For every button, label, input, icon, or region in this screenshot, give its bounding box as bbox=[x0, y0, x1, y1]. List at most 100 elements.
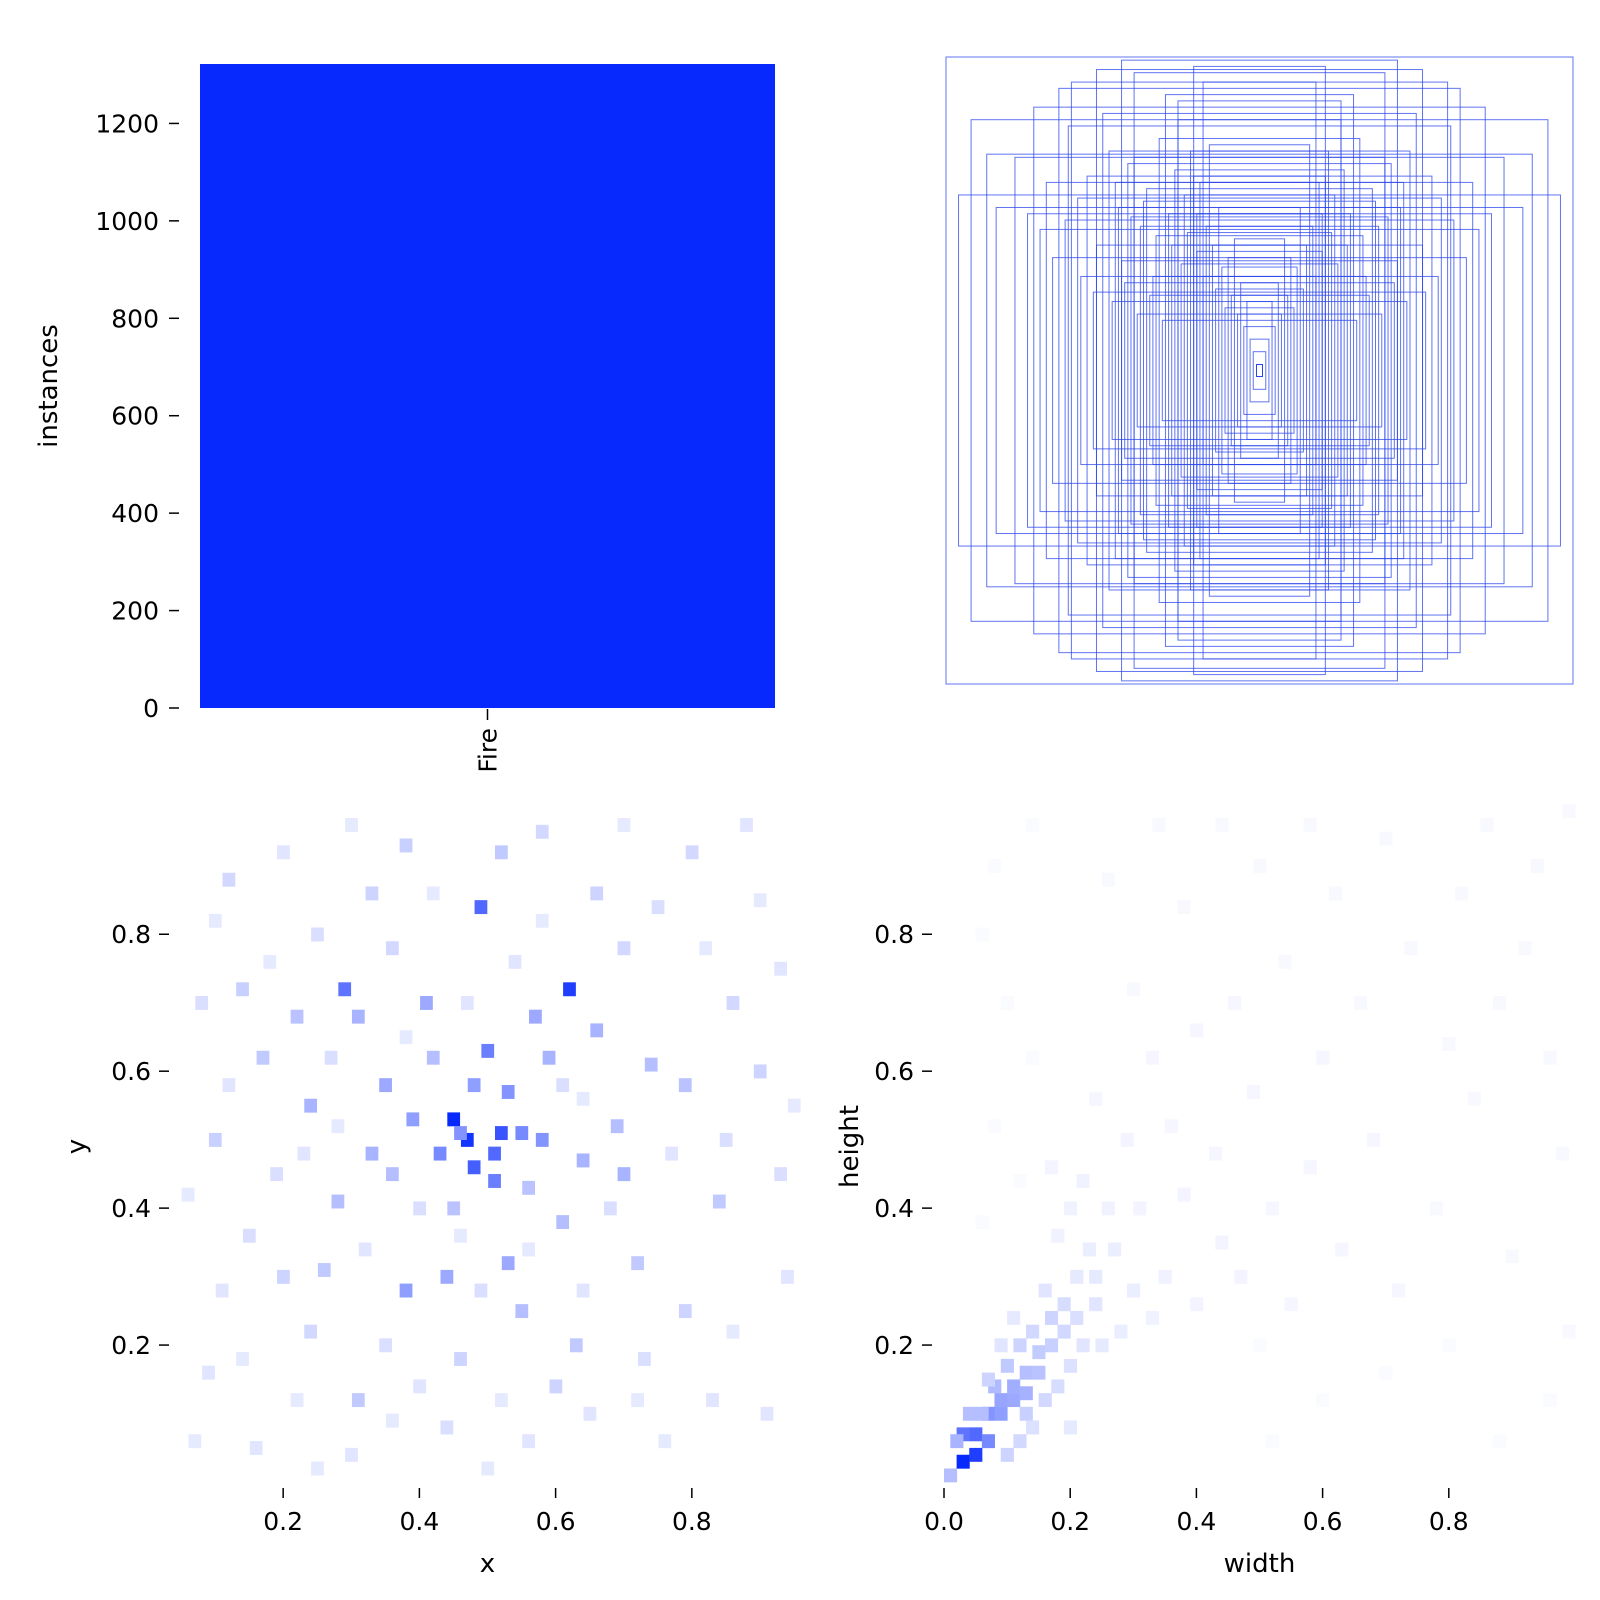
heatmap-cell bbox=[1492, 1434, 1507, 1449]
x-tick-label: 0.8 bbox=[1429, 1507, 1469, 1536]
y-tick-label: 400 bbox=[111, 499, 159, 528]
heatmap-cell bbox=[617, 941, 631, 956]
heatmap-cell bbox=[345, 817, 358, 832]
heatmap-cell bbox=[1120, 1132, 1134, 1147]
heatmap-cell bbox=[249, 1441, 263, 1455]
heatmap-cell bbox=[1303, 817, 1317, 832]
heatmap-cell bbox=[386, 1167, 399, 1182]
heatmap-cell bbox=[488, 1146, 501, 1161]
heatmap-cell bbox=[522, 1180, 535, 1195]
heatmap-cell bbox=[501, 1085, 515, 1099]
heatmap-cell bbox=[760, 1406, 774, 1421]
heatmap-cell bbox=[576, 1283, 590, 1298]
heatmap-cell bbox=[1019, 1365, 1033, 1380]
y-axis-label: height bbox=[835, 1105, 865, 1188]
heatmap-cell bbox=[1455, 886, 1469, 901]
box-outline bbox=[1033, 106, 1486, 635]
heatmap-cell bbox=[290, 1009, 304, 1024]
x-axis-label: width bbox=[1224, 1549, 1296, 1579]
heatmap-cell bbox=[481, 1461, 495, 1476]
heatmap-cell bbox=[1354, 996, 1368, 1010]
heatmap-cell bbox=[1133, 1201, 1147, 1216]
heatmap-cell bbox=[1145, 1310, 1160, 1325]
heatmap-cell bbox=[208, 913, 222, 928]
heatmap-cell bbox=[386, 941, 399, 956]
heatmap-cell bbox=[1026, 817, 1040, 832]
heatmap-cell bbox=[351, 1009, 365, 1024]
heatmap-cell bbox=[1145, 1050, 1160, 1065]
box-outline bbox=[1077, 197, 1442, 544]
heatmap-cell bbox=[1158, 1269, 1172, 1284]
heatmap-cell bbox=[1316, 1393, 1330, 1408]
heatmap-cell bbox=[956, 1454, 970, 1469]
box-outline bbox=[1186, 232, 1333, 509]
heatmap-cell bbox=[1556, 1146, 1570, 1161]
heatmap-cell bbox=[1562, 804, 1576, 819]
heatmap-cell bbox=[1404, 941, 1418, 956]
heatmap-cell bbox=[1000, 1447, 1014, 1462]
heatmap-cell bbox=[1392, 1283, 1406, 1298]
y-axis-label: instances bbox=[34, 324, 64, 448]
heatmap-cell bbox=[1108, 1242, 1122, 1257]
heatmap-cell bbox=[454, 1352, 467, 1366]
box-outline bbox=[1233, 238, 1286, 503]
heatmap-cell bbox=[1234, 1269, 1248, 1284]
heatmap-cell bbox=[522, 1434, 535, 1449]
heatmap-cell bbox=[994, 1393, 1008, 1408]
heatmap-cell bbox=[1505, 1249, 1519, 1264]
box-outline bbox=[986, 153, 1533, 588]
heatmap-cell bbox=[297, 1146, 311, 1161]
heatmap-cell bbox=[454, 1228, 467, 1243]
heatmap-cell bbox=[481, 1043, 495, 1058]
box-outline bbox=[970, 119, 1549, 622]
heatmap-cell bbox=[304, 1324, 318, 1339]
heatmap-cell bbox=[222, 872, 236, 887]
y-axis-label: y bbox=[62, 1139, 92, 1154]
heatmap-cell bbox=[236, 1352, 249, 1366]
heatmap-cell bbox=[1038, 1283, 1052, 1298]
heatmap-cell bbox=[331, 1194, 345, 1209]
heatmap-cell bbox=[1114, 1324, 1128, 1339]
box-outline bbox=[1158, 138, 1361, 603]
heatmap-cell bbox=[467, 1160, 481, 1175]
x-tick-label: Fire bbox=[474, 728, 503, 773]
heatmap-cell bbox=[1442, 1037, 1456, 1052]
heatmap-cell bbox=[1126, 982, 1141, 997]
heatmap-cell bbox=[1530, 859, 1544, 873]
heatmap-cell bbox=[576, 1091, 590, 1106]
heatmap-cell bbox=[1013, 1338, 1027, 1353]
y-tick-label: 0.8 bbox=[874, 920, 914, 949]
heatmap-cell bbox=[1063, 1201, 1078, 1216]
heatmap-cell bbox=[440, 1420, 454, 1435]
heatmap-cell bbox=[1379, 1365, 1393, 1380]
box-outline bbox=[1127, 163, 1392, 578]
heatmap-cell bbox=[1190, 1297, 1204, 1312]
heatmap-cell bbox=[1278, 954, 1292, 969]
heatmap-cell bbox=[975, 1406, 989, 1421]
heatmap-cell bbox=[651, 900, 665, 915]
heatmap-cell bbox=[494, 1393, 508, 1408]
heatmap-cell bbox=[631, 1256, 644, 1271]
heatmap-cell bbox=[1019, 1406, 1033, 1421]
x-tick-label: 0.8 bbox=[672, 1507, 712, 1536]
heatmap-cell bbox=[774, 961, 788, 976]
heatmap-cell bbox=[1013, 1174, 1027, 1188]
heatmap-cell bbox=[1480, 817, 1494, 832]
heatmap-cell bbox=[379, 1338, 392, 1353]
heatmap-cell bbox=[242, 1228, 256, 1243]
heatmap-cell bbox=[549, 1379, 563, 1394]
heatmap-cell bbox=[1089, 1297, 1103, 1312]
x-axis-label: x bbox=[480, 1549, 495, 1579]
heatmap-cell bbox=[1007, 1379, 1021, 1394]
heatmap-cell bbox=[1518, 941, 1532, 956]
heatmap-cell bbox=[1303, 1160, 1317, 1175]
heatmap-cell bbox=[1467, 1091, 1481, 1106]
box-outline bbox=[1067, 125, 1452, 616]
heatmap-cell bbox=[263, 954, 277, 969]
box-outline bbox=[1155, 235, 1364, 506]
box-outline bbox=[1092, 291, 1427, 450]
y-tick-label: 200 bbox=[111, 597, 159, 626]
heatmap-cell bbox=[631, 1393, 644, 1408]
heatmap-cell bbox=[1442, 1338, 1456, 1353]
heatmap-cell bbox=[324, 1050, 338, 1065]
